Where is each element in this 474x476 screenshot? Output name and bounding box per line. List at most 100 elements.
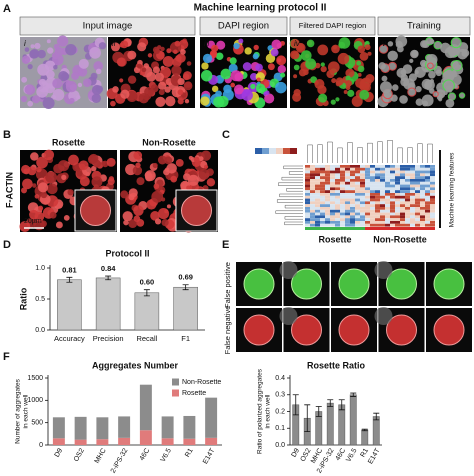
cell <box>230 82 236 88</box>
cell <box>411 50 419 57</box>
heat-cell <box>430 170 435 174</box>
heat-cell <box>395 198 400 202</box>
heat-cell <box>420 201 425 205</box>
bar-segment <box>52 438 65 445</box>
cell <box>211 44 219 52</box>
cell <box>154 72 164 82</box>
heat-cell <box>410 198 415 202</box>
cell <box>276 55 287 66</box>
cell <box>420 40 428 48</box>
y-axis-label: Ratio <box>18 287 28 310</box>
cell <box>30 152 39 161</box>
cell <box>40 220 47 228</box>
heat-cell <box>405 193 410 196</box>
heat-cell <box>385 198 390 202</box>
heat-cell <box>400 204 405 207</box>
heat-cell <box>335 190 340 193</box>
heat-cell <box>365 181 370 185</box>
cell <box>347 89 355 97</box>
heat-cell <box>325 204 330 207</box>
heat-cell <box>315 184 320 188</box>
cell <box>206 178 216 187</box>
error-bar <box>350 392 357 397</box>
heat-cell <box>315 181 320 185</box>
heat-cell <box>370 212 375 216</box>
cell <box>77 82 83 88</box>
heat-cell <box>340 190 345 193</box>
cell <box>78 70 83 75</box>
cell <box>429 78 435 84</box>
heat-cell <box>350 184 355 188</box>
heat-cell <box>415 173 420 177</box>
heat-cell <box>330 187 335 191</box>
sub-label: v <box>382 39 387 48</box>
heat-cell <box>380 212 385 216</box>
y-axis-label: Ratio of polarized aggregates <box>257 368 264 454</box>
heat-cell <box>365 190 370 193</box>
heat-cell <box>405 218 410 221</box>
heat-cell <box>360 187 365 191</box>
cell <box>331 78 337 84</box>
heat-cell <box>430 207 435 210</box>
heat-cell <box>315 215 320 219</box>
cell <box>255 63 263 72</box>
cell <box>264 93 275 104</box>
cell <box>365 74 375 84</box>
step-header <box>377 16 471 36</box>
heat-cell <box>410 204 415 207</box>
heat-cell <box>320 190 325 193</box>
dendrogram <box>288 171 303 175</box>
cell <box>157 155 167 165</box>
heat-cell <box>380 184 385 188</box>
cell <box>238 38 244 44</box>
heat-cell <box>350 179 355 182</box>
cell <box>435 69 443 77</box>
heat-cell <box>320 195 325 199</box>
heat-cell <box>355 218 360 221</box>
heat-cell <box>390 201 395 205</box>
cell <box>27 64 33 70</box>
heat-cell <box>360 207 365 210</box>
heat-cell <box>405 221 410 224</box>
x-tick-label: V6.5 <box>160 447 173 463</box>
heat-cell <box>400 215 405 219</box>
heat-cell <box>385 165 390 168</box>
cell <box>337 52 350 65</box>
value-label: 0.60 <box>140 278 155 287</box>
cell <box>400 77 410 87</box>
heat-cell <box>345 215 350 219</box>
heat-cell <box>405 209 410 213</box>
cell <box>46 39 51 44</box>
cell <box>71 72 79 80</box>
heat-cell <box>350 201 355 205</box>
column-label: Non-Rosette <box>142 137 196 147</box>
y-axis-label: in each well <box>265 394 272 429</box>
heat-cell <box>380 165 385 168</box>
cell <box>402 64 413 74</box>
heat-cell <box>380 167 385 171</box>
heat-cell <box>375 212 380 216</box>
cell <box>53 163 63 174</box>
y-tick-label: 0.3 <box>275 392 285 399</box>
heat-cell <box>345 165 350 168</box>
cell <box>127 75 137 84</box>
heat-cell <box>385 223 390 227</box>
heat-cell <box>385 179 390 182</box>
cell <box>253 44 259 51</box>
sub-label: ii <box>112 39 116 48</box>
error-bar <box>105 275 112 281</box>
y-tick-label: 0.0 <box>35 327 45 334</box>
cell <box>136 177 145 186</box>
inset-cell <box>181 195 212 226</box>
heat-cell <box>430 212 435 216</box>
dendrogram <box>377 141 383 163</box>
heat-cell <box>310 198 315 202</box>
heat-cell <box>380 215 385 219</box>
cell <box>351 95 363 107</box>
heat-cell <box>420 193 425 196</box>
cell <box>146 199 157 210</box>
cell <box>256 77 261 82</box>
heat-cell <box>380 190 385 193</box>
heat-cell <box>340 209 345 213</box>
cell <box>338 314 370 346</box>
